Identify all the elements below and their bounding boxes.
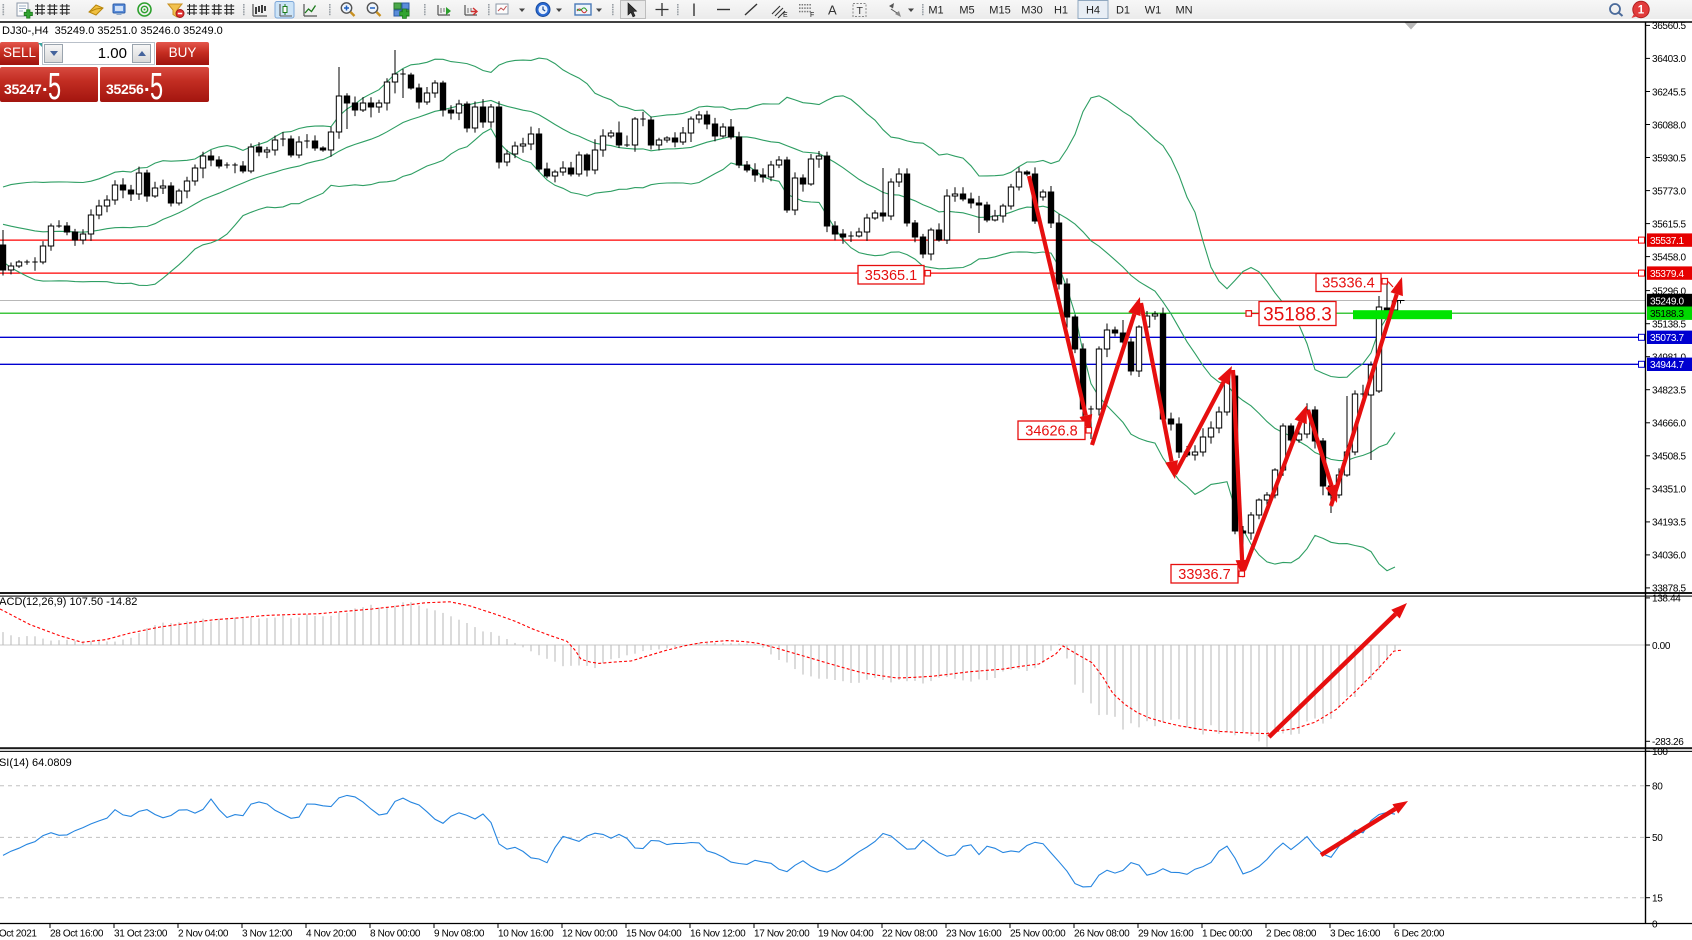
- svg-text:4 Nov 20:00: 4 Nov 20:00: [306, 929, 357, 940]
- svg-text:26 Oct 2021: 26 Oct 2021: [0, 929, 37, 940]
- svg-text:25 Nov 00:00: 25 Nov 00:00: [1010, 929, 1066, 940]
- svg-text:26 Nov 08:00: 26 Nov 08:00: [1074, 929, 1130, 940]
- svg-text:34944.7: 34944.7: [1650, 360, 1684, 371]
- svg-text:34036.0: 34036.0: [1652, 551, 1686, 562]
- svg-text:35336.4: 35336.4: [1322, 276, 1374, 292]
- svg-text:36088.0: 36088.0: [1652, 120, 1686, 131]
- svg-text:T: T: [857, 5, 864, 17]
- svg-text:33878.5: 33878.5: [1652, 584, 1686, 595]
- svg-text:29 Nov 16:00: 29 Nov 16:00: [1138, 929, 1194, 940]
- svg-text:35188.3: 35188.3: [1263, 304, 1332, 325]
- svg-text:15 Nov 04:00: 15 Nov 04:00: [626, 929, 682, 940]
- svg-text:35537.1: 35537.1: [1650, 236, 1684, 247]
- svg-text:1 Dec 00:00: 1 Dec 00:00: [1202, 929, 1253, 940]
- svg-text:35773.0: 35773.0: [1652, 186, 1686, 197]
- svg-text:W1: W1: [1145, 5, 1162, 17]
- svg-text:28 Oct 16:00: 28 Oct 16:00: [50, 929, 104, 940]
- svg-text:2 Dec 08:00: 2 Dec 08:00: [1266, 929, 1317, 940]
- svg-text:M30: M30: [1021, 5, 1042, 17]
- svg-text:3 Dec 16:00: 3 Dec 16:00: [1330, 929, 1381, 940]
- svg-text:34508.5: 34508.5: [1652, 452, 1686, 463]
- svg-text:36560.5: 36560.5: [1652, 21, 1686, 32]
- svg-text:10 Nov 16:00: 10 Nov 16:00: [498, 929, 554, 940]
- svg-text:35296.0: 35296.0: [1652, 286, 1686, 297]
- svg-text:35930.5: 35930.5: [1652, 153, 1686, 164]
- svg-text:35188.3: 35188.3: [1650, 309, 1684, 320]
- svg-text:80: 80: [1652, 782, 1663, 793]
- svg-text:138.44: 138.44: [1652, 594, 1681, 605]
- svg-text:33936.7: 33936.7: [1178, 567, 1230, 583]
- svg-text:8 Nov 00:00: 8 Nov 00:00: [370, 929, 421, 940]
- svg-text:35458.0: 35458.0: [1652, 252, 1686, 263]
- svg-text:16 Nov 12:00: 16 Nov 12:00: [690, 929, 746, 940]
- svg-text:-283.26: -283.26: [1652, 737, 1684, 748]
- svg-text:0: 0: [1652, 919, 1658, 930]
- svg-text:3 Nov 12:00: 3 Nov 12:00: [242, 929, 293, 940]
- svg-text:E: E: [783, 12, 788, 19]
- svg-text:36245.5: 36245.5: [1652, 87, 1686, 98]
- svg-text:M5: M5: [959, 5, 974, 17]
- svg-text:35379.4: 35379.4: [1650, 269, 1684, 280]
- svg-text:17 Nov 20:00: 17 Nov 20:00: [754, 929, 810, 940]
- svg-text:100: 100: [1652, 747, 1668, 758]
- svg-text:12 Nov 00:00: 12 Nov 00:00: [562, 929, 618, 940]
- svg-text:50: 50: [1652, 833, 1663, 844]
- svg-text:1: 1: [1638, 5, 1645, 17]
- svg-text:35615.5: 35615.5: [1652, 219, 1686, 230]
- svg-text:35073.7: 35073.7: [1650, 333, 1684, 344]
- svg-text:9 Nov 08:00: 9 Nov 08:00: [434, 929, 485, 940]
- svg-text:34823.5: 34823.5: [1652, 386, 1686, 397]
- svg-text:M15: M15: [989, 5, 1010, 17]
- svg-text:35138.5: 35138.5: [1652, 320, 1686, 331]
- svg-text:31 Oct 23:00: 31 Oct 23:00: [114, 929, 168, 940]
- svg-text:MACD(12,26,9) 107.50 -14.82: MACD(12,26,9) 107.50 -14.82: [0, 596, 137, 608]
- svg-text:35365.1: 35365.1: [865, 268, 917, 284]
- svg-text:34193.5: 34193.5: [1652, 518, 1686, 529]
- svg-text:19 Nov 04:00: 19 Nov 04:00: [818, 929, 874, 940]
- svg-text:M1: M1: [928, 5, 943, 17]
- svg-text:F: F: [810, 12, 814, 19]
- svg-text:22 Nov 08:00: 22 Nov 08:00: [882, 929, 938, 940]
- svg-text:34666.0: 34666.0: [1652, 419, 1686, 430]
- svg-text:2 Nov 04:00: 2 Nov 04:00: [178, 929, 229, 940]
- svg-text:34351.0: 34351.0: [1652, 485, 1686, 496]
- svg-text:0.00: 0.00: [1652, 641, 1671, 652]
- svg-text:34626.8: 34626.8: [1025, 423, 1077, 439]
- svg-text:MN: MN: [1175, 5, 1192, 17]
- svg-text:H4: H4: [1086, 5, 1100, 17]
- svg-text:H1: H1: [1054, 5, 1068, 17]
- svg-text:35249.0: 35249.0: [1650, 296, 1684, 307]
- svg-text:36403.0: 36403.0: [1652, 54, 1686, 65]
- svg-text:D1: D1: [1116, 5, 1130, 17]
- svg-text:23 Nov 16:00: 23 Nov 16:00: [946, 929, 1002, 940]
- svg-text:RSI(14) 64.0809: RSI(14) 64.0809: [0, 757, 72, 769]
- svg-text:A: A: [828, 3, 837, 18]
- svg-text:15: 15: [1652, 894, 1663, 905]
- svg-text:6 Dec 20:00: 6 Dec 20:00: [1394, 929, 1445, 940]
